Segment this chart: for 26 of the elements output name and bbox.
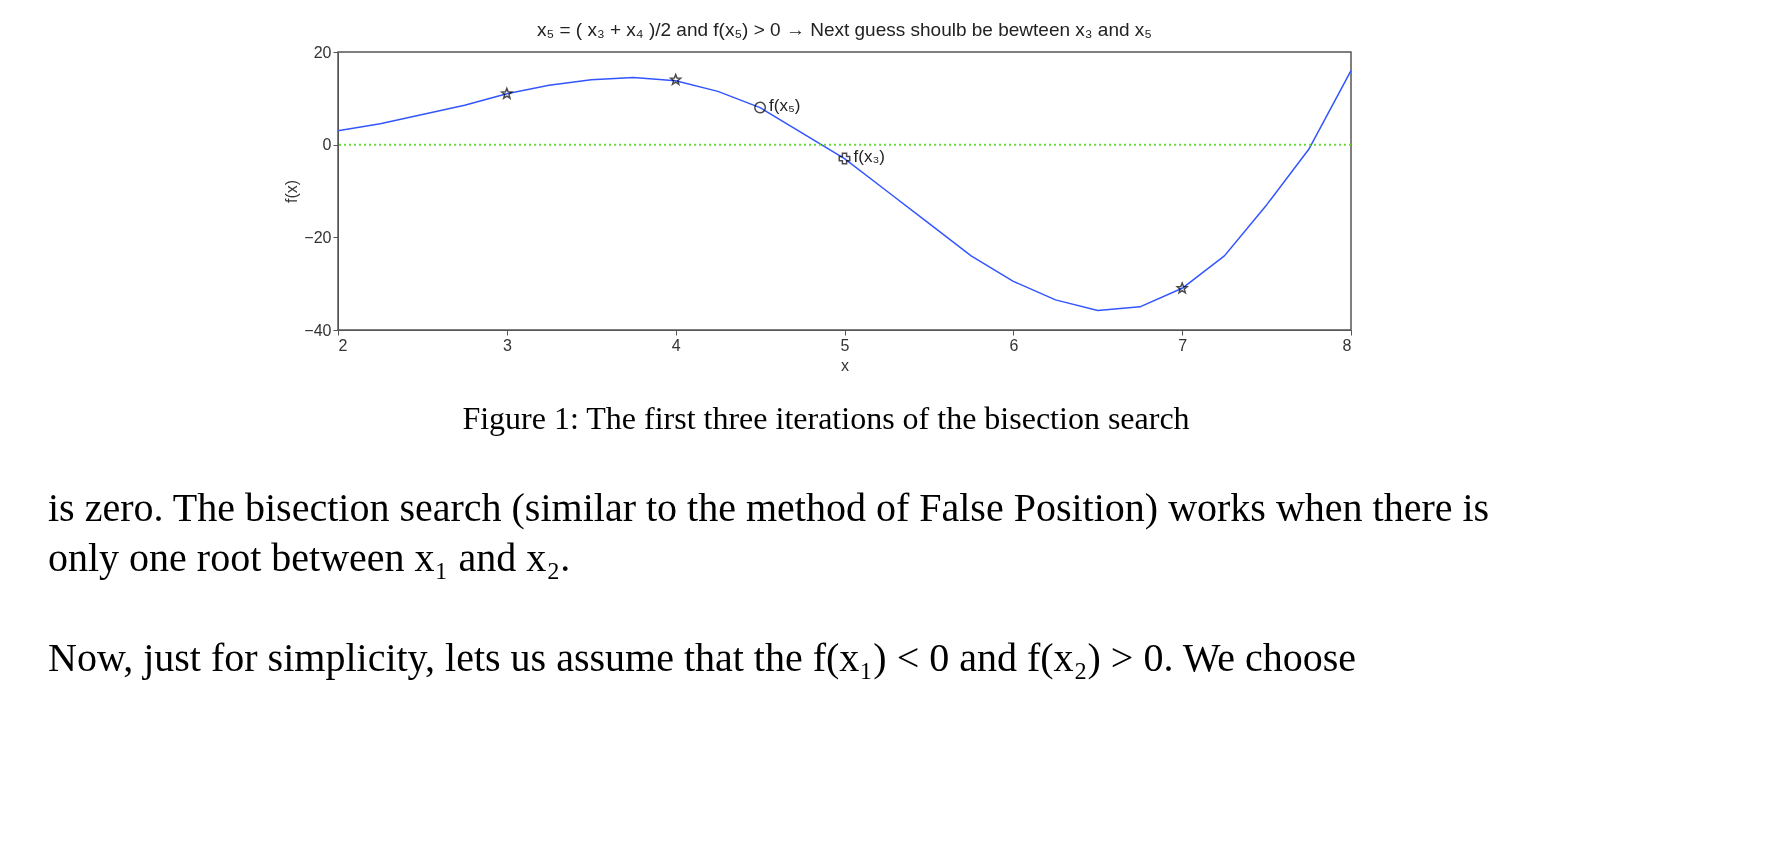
line-series — [337, 69, 1352, 312]
x-tick-label: 3 — [502, 336, 512, 354]
y-tick-label: −20 — [304, 228, 332, 246]
text: only one root between x₁ and x₂. — [48, 535, 571, 580]
point — [669, 73, 682, 86]
x-axis-title: x — [841, 356, 849, 374]
point — [754, 101, 767, 114]
x-tick-label: 6 — [1009, 336, 1019, 354]
point — [1176, 282, 1188, 294]
point — [501, 87, 513, 99]
x-tick-label: 5 — [840, 336, 850, 354]
point — [838, 152, 851, 165]
caption: Figure 1: The first three iterations of the bisection search — [462, 400, 1190, 436]
text: is zero. The bisection search (similar to the method of False Position) works when there is — [48, 485, 1490, 530]
x-tick-label: 2 — [338, 336, 348, 354]
x-tick-label: 4 — [671, 336, 681, 354]
annotation: f(x₅) — [769, 95, 801, 115]
y-tick-label: 0 — [322, 136, 332, 154]
chart-title: x₅ = ( x₃ + x₄ )/2 and f(x₅) > 0 → Next guess shoulb be bewteen x₃ and x₅ — [537, 19, 1152, 40]
y-tick-label: 20 — [313, 43, 332, 61]
text: Now, just for simplicity, lets us assume that the f(x₁) < 0 and f(x₂) > 0. We choose — [48, 635, 1357, 680]
y-tick-label: −40 — [304, 321, 332, 339]
y-axis-title: f(x) — [283, 179, 301, 204]
x-tick-label: 8 — [1342, 336, 1352, 354]
annotation: f(x₃) — [853, 146, 885, 166]
x-tick-label: 7 — [1178, 336, 1188, 354]
